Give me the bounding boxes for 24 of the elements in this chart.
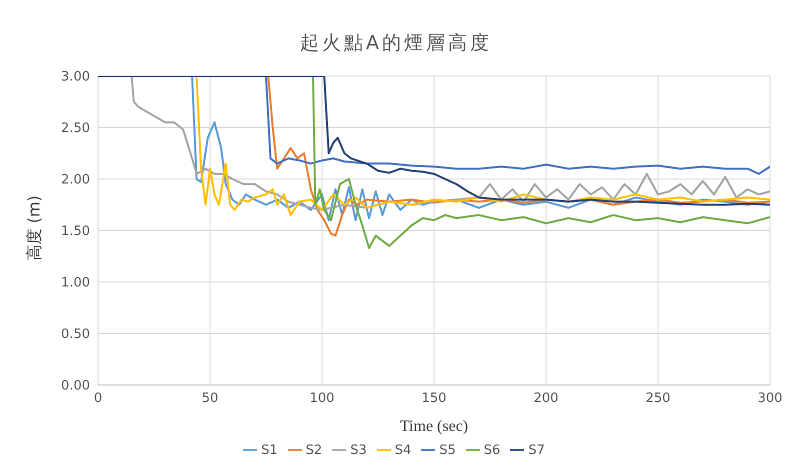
- y-tick-label: 0.50: [61, 327, 90, 342]
- y-tick-label: 1.50: [61, 224, 90, 240]
- chart-title: 起火點A的煙層高度: [299, 31, 493, 56]
- legend-label: S5: [439, 443, 456, 458]
- y-axis-title: 高度 (m): [24, 195, 44, 260]
- x-tick-label: 150: [422, 391, 446, 406]
- legend-label: S2: [306, 443, 322, 458]
- legend-label: S4: [394, 443, 412, 458]
- legend-label: S6: [484, 443, 500, 458]
- x-tick-label: 100: [310, 391, 334, 406]
- x-axis-title: Time (sec): [400, 418, 468, 435]
- x-tick-label: 50: [202, 391, 218, 406]
- y-tick-label: 2.50: [61, 121, 90, 136]
- y-tick-label: 1.00: [61, 276, 90, 291]
- y-tick-label: 0.00: [61, 378, 90, 394]
- legend-label: S7: [528, 443, 545, 458]
- x-tick-label: 250: [646, 391, 670, 406]
- x-tick-label: 200: [534, 391, 558, 406]
- legend-label: S3: [350, 443, 367, 458]
- x-tick-label: 300: [758, 391, 782, 406]
- y-tick-label: 2.00: [61, 172, 90, 188]
- x-tick-label: 0: [94, 391, 102, 406]
- y-tick-label: 3.00: [61, 70, 90, 85]
- legend-label: S1: [261, 443, 278, 458]
